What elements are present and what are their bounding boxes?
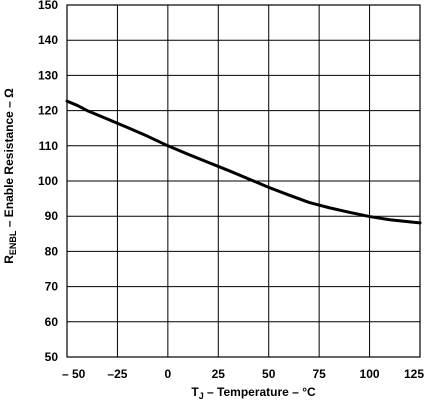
- x-tick-label: 50: [262, 367, 276, 381]
- y-tick-label: 50: [45, 350, 59, 364]
- x-axis-title-subscript: J: [199, 391, 204, 401]
- y-tick-labels: 50 60 70 80 90 100 110 120 130 140 150: [38, 0, 58, 364]
- y-tick-label: 80: [45, 244, 59, 258]
- y-tick-label: 120: [38, 104, 58, 118]
- x-axis-title: TJ – Temperature – °C: [191, 385, 316, 401]
- y-tick-label: 90: [45, 209, 59, 223]
- y-tick-label: 140: [38, 33, 58, 47]
- y-tick-label: 130: [38, 68, 58, 82]
- x-tick-label: 75: [312, 367, 326, 381]
- y-tick-label: 60: [45, 315, 59, 329]
- x-tick-labels: – 50 –25 0 25 50 75 100 125: [62, 367, 424, 381]
- x-tick-label: 100: [360, 367, 380, 381]
- y-axis-title-subscript: ENBL: [8, 230, 18, 255]
- x-tick-label: 25: [212, 367, 226, 381]
- y-tick-label: 100: [38, 174, 58, 188]
- y-tick-label: 110: [39, 139, 59, 153]
- y-axis-title-rest: – Enable Resistance – Ω: [2, 88, 16, 231]
- x-tick-label: 125: [404, 367, 424, 381]
- x-tick-label: –25: [107, 367, 127, 381]
- x-tick-label: – 50: [62, 367, 86, 381]
- x-axis-title-rest: – Temperature – °C: [204, 385, 316, 399]
- plot-area-frame: [66, 4, 421, 358]
- x-axis-title-main: T: [191, 385, 199, 399]
- y-axis-title-main: R: [2, 255, 16, 264]
- x-tick-label: 0: [165, 367, 172, 381]
- series-line: [65, 99, 422, 225]
- grid: [66, 4, 421, 358]
- y-axis-title: RENBL – Enable Resistance – Ω: [2, 88, 18, 264]
- y-tick-label: 150: [38, 0, 58, 12]
- y-tick-label: 70: [45, 280, 59, 294]
